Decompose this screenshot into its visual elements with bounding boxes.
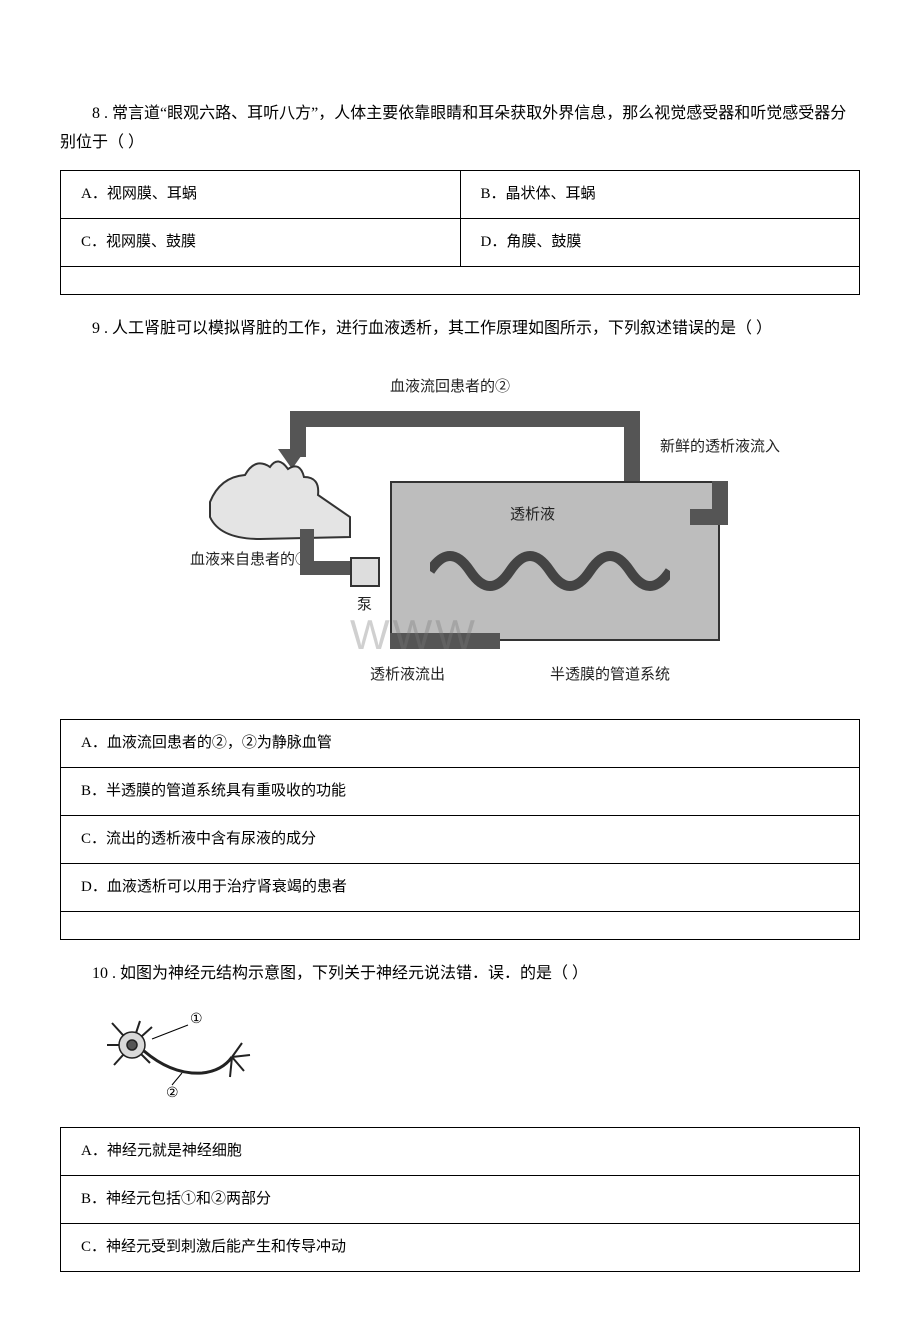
dialysis-diagram: 血液流回患者的② 血液来自患者的① 泵 透析液 新鲜的透析液流入 透析液流出 半… <box>180 361 740 701</box>
q9-option-c[interactable]: C．流出的透析液中含有尿液的成分 <box>61 816 860 864</box>
label-top: 血液流回患者的② <box>390 373 510 400</box>
q8-empty-row <box>61 266 860 294</box>
q9-empty-row <box>61 912 860 940</box>
label-inflow: 新鲜的透析液流入 <box>660 437 780 457</box>
q8-option-d[interactable]: D．角膜、鼓膜 <box>460 218 860 266</box>
q10-figure: ① ② <box>92 1003 860 1113</box>
q9-option-d[interactable]: D．血液透析可以用于治疗肾衰竭的患者 <box>61 864 860 912</box>
tube-arm-right <box>300 561 354 575</box>
q9-text: 9 . 人工肾脏可以模拟肾脏的工作，进行血液透析，其工作原理如图所示，下列叙述错… <box>60 315 860 344</box>
label-pump: 泵 <box>357 591 372 618</box>
label-outflow: 透析液流出 <box>370 661 445 688</box>
tube-outflow <box>390 633 500 649</box>
q9-figure: 血液流回患者的② 血液来自患者的① 泵 透析液 新鲜的透析液流入 透析液流出 半… <box>60 361 860 701</box>
q9-option-b[interactable]: B．半透膜的管道系统具有重吸收的功能 <box>61 768 860 816</box>
tube-top-down <box>624 411 640 487</box>
q10-option-c[interactable]: C．神经元受到刺激后能产生和传导冲动 <box>61 1224 860 1272</box>
pump-box <box>350 557 380 587</box>
label-dialysate: 透析液 <box>510 501 555 528</box>
tube-inflow-h <box>690 509 728 525</box>
coil-tubes <box>430 541 670 601</box>
q9-options-table: A．血液流回患者的②，②为静脉血管 B．半透膜的管道系统具有重吸收的功能 C．流… <box>60 719 860 940</box>
label-from-patient: 血液来自患者的① <box>190 549 310 570</box>
q10-text: 10 . 如图为神经元结构示意图，下列关于神经元说法错．误．的是（ ） <box>60 960 860 989</box>
q10-options-table: A．神经元就是神经细胞 B．神经元包括①和②两部分 C．神经元受到刺激后能产生和… <box>60 1127 860 1272</box>
neuron-label-1: ① <box>190 1012 203 1027</box>
label-membrane: 半透膜的管道系统 <box>550 661 670 688</box>
tube-top <box>290 411 640 427</box>
q8-options-table: A．视网膜、耳蜗 B．晶状体、耳蜗 C．视网膜、鼓膜 D．角膜、鼓膜 <box>60 170 860 295</box>
neuron-label-2: ② <box>166 1086 179 1101</box>
q8-option-c[interactable]: C．视网膜、鼓膜 <box>61 218 461 266</box>
arm-illustration <box>200 447 360 547</box>
q8-option-a[interactable]: A．视网膜、耳蜗 <box>61 170 461 218</box>
q9-option-a[interactable]: A．血液流回患者的②，②为静脉血管 <box>61 720 860 768</box>
q8-text: 8 . 常言道“眼观六路、耳听八方”，人体主要依靠眼睛和耳朵获取外界信息，那么视… <box>60 100 860 158</box>
neuron-diagram: ① ② <box>92 1003 262 1113</box>
q10-option-b[interactable]: B．神经元包括①和②两部分 <box>61 1176 860 1224</box>
q8-option-b[interactable]: B．晶状体、耳蜗 <box>460 170 860 218</box>
q10-option-a[interactable]: A．神经元就是神经细胞 <box>61 1128 860 1176</box>
